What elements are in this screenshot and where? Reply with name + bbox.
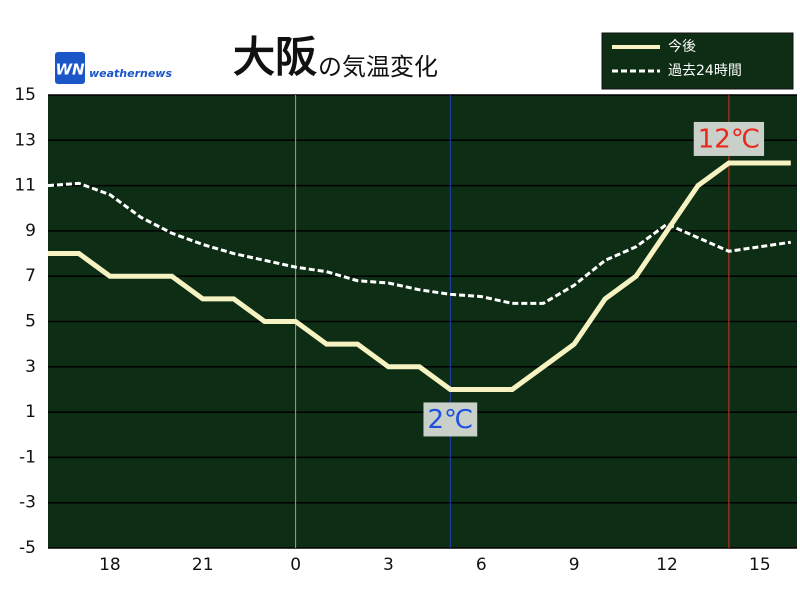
logo-text: weathernews xyxy=(89,67,172,80)
y-tick-label: 13 xyxy=(14,130,36,150)
y-tick-label: -5 xyxy=(19,538,36,558)
annotation-label: 12℃ xyxy=(698,124,760,154)
y-tick-label: -1 xyxy=(19,447,36,467)
series-line xyxy=(48,160,791,392)
x-tick-label: 21 xyxy=(192,555,214,575)
y-tick-label: 3 xyxy=(25,357,36,377)
y-tick-label: 15 xyxy=(14,85,36,105)
annotation-label: 2℃ xyxy=(427,405,473,435)
y-tick-label: 5 xyxy=(25,312,36,332)
x-tick-label: 0 xyxy=(290,555,301,575)
annotation-box xyxy=(423,402,478,437)
chart-title: 大阪 xyxy=(233,33,317,82)
legend-label: 今後 xyxy=(668,39,696,55)
x-tick-label: 15 xyxy=(749,555,771,575)
x-tick-label: 6 xyxy=(476,555,487,575)
y-tick-label: 9 xyxy=(25,221,36,241)
y-tick-label: 11 xyxy=(14,176,36,196)
x-tick-label: 3 xyxy=(383,555,394,575)
y-tick-label: 1 xyxy=(25,402,36,422)
x-tick-label: 9 xyxy=(569,555,580,575)
chart-subtitle: の気温変化 xyxy=(318,53,438,81)
legend-box xyxy=(601,32,794,90)
series-line xyxy=(47,181,792,305)
x-tick-label: 18 xyxy=(99,555,121,575)
legend-label: 過去24時間 xyxy=(668,63,742,79)
logo-mark: WN xyxy=(55,61,85,79)
y-tick-label: -3 xyxy=(19,493,36,513)
y-tick-label: 7 xyxy=(25,266,36,286)
annotation-box xyxy=(693,121,765,156)
logo-box xyxy=(55,52,85,84)
x-tick-label: 12 xyxy=(656,555,678,575)
